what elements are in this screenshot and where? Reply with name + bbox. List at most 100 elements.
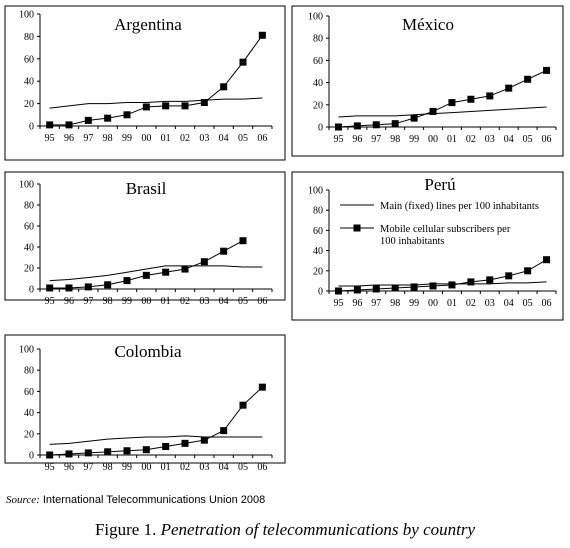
y-tick-label: 40 xyxy=(24,408,34,419)
data-point-mobile xyxy=(46,121,54,129)
x-tick-label: 00 xyxy=(141,296,151,307)
x-tick-label: 06 xyxy=(257,462,267,473)
y-tick-label: 80 xyxy=(313,206,323,217)
x-tick-label: 03 xyxy=(199,296,209,307)
y-tick-label: 80 xyxy=(24,201,34,212)
data-point-mobile xyxy=(65,450,73,458)
chart-panel-2: Brasil 0 20 40 60 80 100 95 96 97 98 99 00 01 02 03 04 05… xyxy=(4,171,286,307)
data-point-mobile xyxy=(123,277,131,285)
data-point-mobile xyxy=(391,120,399,128)
chart-panel-1: México 0 20 40 60 80 100 95 96 97 98 99 00 01 02 03 04 05… xyxy=(291,5,564,157)
data-point-mobile xyxy=(486,276,494,284)
chart-frame xyxy=(4,5,286,161)
series-mobile-line xyxy=(338,259,547,292)
x-tick-label: 05 xyxy=(523,298,533,309)
x-tick-label: 96 xyxy=(352,298,362,309)
series-mobile-line xyxy=(49,386,263,456)
x-tick-label: 06 xyxy=(542,134,552,145)
source-text: International Telecommunications Union 2… xyxy=(42,494,266,506)
x-tick-label: 00 xyxy=(141,462,151,473)
chart-frame xyxy=(4,171,286,301)
x-tick-label: 01 xyxy=(161,296,171,307)
data-point-mobile xyxy=(65,121,73,129)
data-point-mobile xyxy=(123,111,131,119)
data-point-mobile xyxy=(467,95,475,103)
data-point-mobile xyxy=(334,287,342,295)
x-tick-label: 96 xyxy=(64,462,74,473)
x-tick-label: 98 xyxy=(103,296,113,307)
data-point-mobile xyxy=(104,114,112,122)
x-tick-label: 97 xyxy=(371,298,381,309)
y-tick-label: 100 xyxy=(19,10,34,21)
data-point-mobile xyxy=(524,75,532,83)
caption-text: Penetration of telecommunications by cou… xyxy=(160,520,476,539)
data-point-mobile xyxy=(162,443,170,451)
source-label: Source: xyxy=(6,494,40,506)
x-tick-label: 05 xyxy=(523,134,533,145)
legend-label-mobile: Mobile cellular subscribers per 100 inhab… xyxy=(380,224,511,247)
data-point-mobile xyxy=(239,237,247,245)
series-fixed-line xyxy=(49,265,263,282)
series-mobile-line xyxy=(338,69,547,128)
y-tick-label: 20 xyxy=(24,99,34,110)
data-point-mobile xyxy=(467,278,475,286)
chart-frame xyxy=(291,5,564,157)
x-tick-label: 99 xyxy=(409,134,419,145)
data-point-mobile xyxy=(104,281,112,289)
x-tick-label: 03 xyxy=(485,134,495,145)
data-point-mobile xyxy=(353,286,361,294)
x-tick-label: 97 xyxy=(83,133,93,144)
data-point-mobile xyxy=(239,401,247,409)
data-point-mobile xyxy=(448,99,456,107)
x-tick-label: 95 xyxy=(333,134,343,145)
y-tick-label: 20 xyxy=(313,100,323,111)
y-tick-label: 100 xyxy=(19,180,34,191)
x-tick-label: 96 xyxy=(64,296,74,307)
data-point-mobile xyxy=(84,449,92,457)
y-tick-label: 0 xyxy=(29,451,34,462)
data-point-mobile xyxy=(543,66,551,74)
x-tick-label: 01 xyxy=(447,298,457,309)
data-point-mobile xyxy=(429,282,437,290)
data-point-mobile xyxy=(239,58,247,66)
legend-marker-mobile xyxy=(353,224,361,232)
data-point-mobile xyxy=(65,284,73,292)
x-tick-label: 02 xyxy=(180,296,190,307)
x-tick-label: 06 xyxy=(542,298,552,309)
y-tick-label: 60 xyxy=(313,226,323,237)
y-tick-label: 40 xyxy=(24,77,34,88)
y-tick-label: 0 xyxy=(318,287,323,298)
series-fixed-line xyxy=(49,97,263,109)
x-tick-label: 04 xyxy=(504,134,514,145)
data-point-mobile xyxy=(372,121,380,129)
x-tick-label: 04 xyxy=(504,298,514,309)
y-tick-label: 80 xyxy=(313,34,323,45)
x-tick-label: 97 xyxy=(371,134,381,145)
x-tick-label: 00 xyxy=(141,133,151,144)
x-tick-label: 00 xyxy=(428,134,438,145)
data-point-mobile xyxy=(162,102,170,110)
y-tick-label: 20 xyxy=(24,429,34,440)
data-point-mobile xyxy=(372,285,380,293)
x-tick-label: 06 xyxy=(257,133,267,144)
x-tick-label: 02 xyxy=(466,298,476,309)
data-point-mobile xyxy=(410,283,418,291)
x-tick-label: 01 xyxy=(447,134,457,145)
x-tick-label: 95 xyxy=(333,298,343,309)
x-tick-label: 01 xyxy=(161,462,171,473)
data-point-mobile xyxy=(258,31,266,39)
y-tick-label: 60 xyxy=(24,387,34,398)
y-tick-label: 60 xyxy=(24,54,34,65)
x-tick-label: 05 xyxy=(238,296,248,307)
x-tick-label: 98 xyxy=(390,298,400,309)
series-fixed-line xyxy=(338,281,547,287)
x-tick-label: 95 xyxy=(45,296,55,307)
x-tick-label: 03 xyxy=(485,298,495,309)
data-point-mobile xyxy=(543,256,551,264)
y-tick-label: 20 xyxy=(24,264,34,275)
x-tick-label: 98 xyxy=(390,134,400,145)
data-point-mobile xyxy=(486,92,494,100)
x-tick-label: 96 xyxy=(352,134,362,145)
data-point-mobile xyxy=(505,272,513,280)
